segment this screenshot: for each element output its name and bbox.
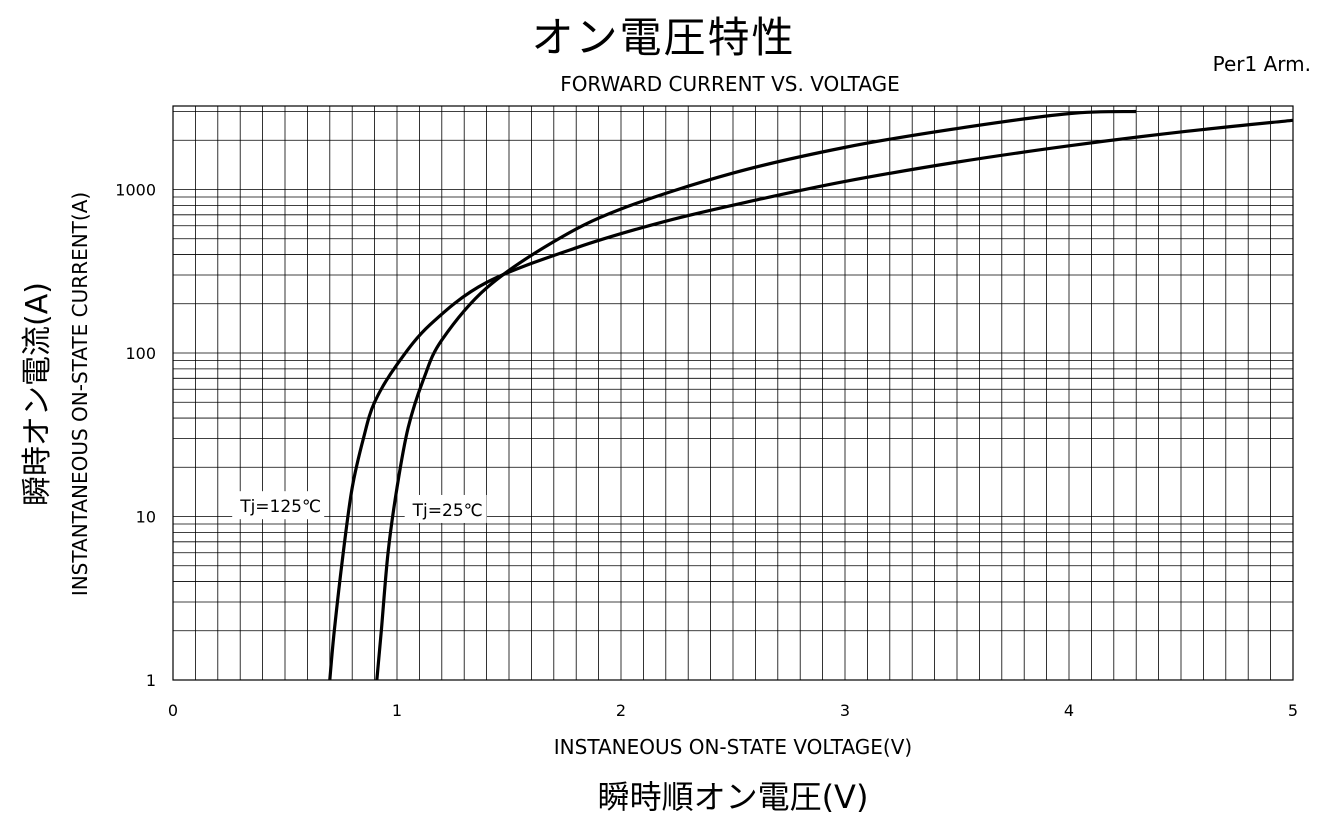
annotation-label: Tj=125℃	[239, 497, 321, 517]
y-tick-label: 100	[125, 344, 156, 363]
y-tick-label: 1000	[115, 181, 156, 200]
grid	[172, 105, 1294, 681]
x-axis-label-ja: 瞬時順オン電圧(V)	[597, 778, 869, 816]
annotations: Tj=125℃ Tj=25℃	[232, 491, 487, 523]
y-tick-label: 1	[146, 671, 156, 690]
series-line-tj25	[375, 109, 1137, 680]
x-tick-label: 0	[168, 701, 178, 720]
annotation-background	[404, 494, 487, 523]
x-tick-label: 3	[840, 701, 850, 720]
x-tick-label: 4	[1064, 701, 1074, 720]
annotation-label: Tj=25℃	[412, 501, 483, 521]
chart-note: Per1 Arm.	[1212, 52, 1311, 76]
x-axis-label: INSTANEOUS ON-STATE VOLTAGE(V)	[553, 735, 913, 759]
y-tick-label: 10	[136, 508, 156, 527]
data-curves	[328, 109, 1293, 680]
x-tick-label: 1	[392, 701, 402, 720]
annotation-background	[232, 491, 325, 520]
chart-title: オン電圧特性	[531, 13, 796, 62]
chart-subtitle: FORWARD CURRENT VS. VOLTAGE	[560, 72, 900, 96]
x-tick-label: 5	[1288, 701, 1298, 720]
series-line-tj125	[328, 118, 1293, 680]
x-tick-label: 2	[616, 701, 626, 720]
